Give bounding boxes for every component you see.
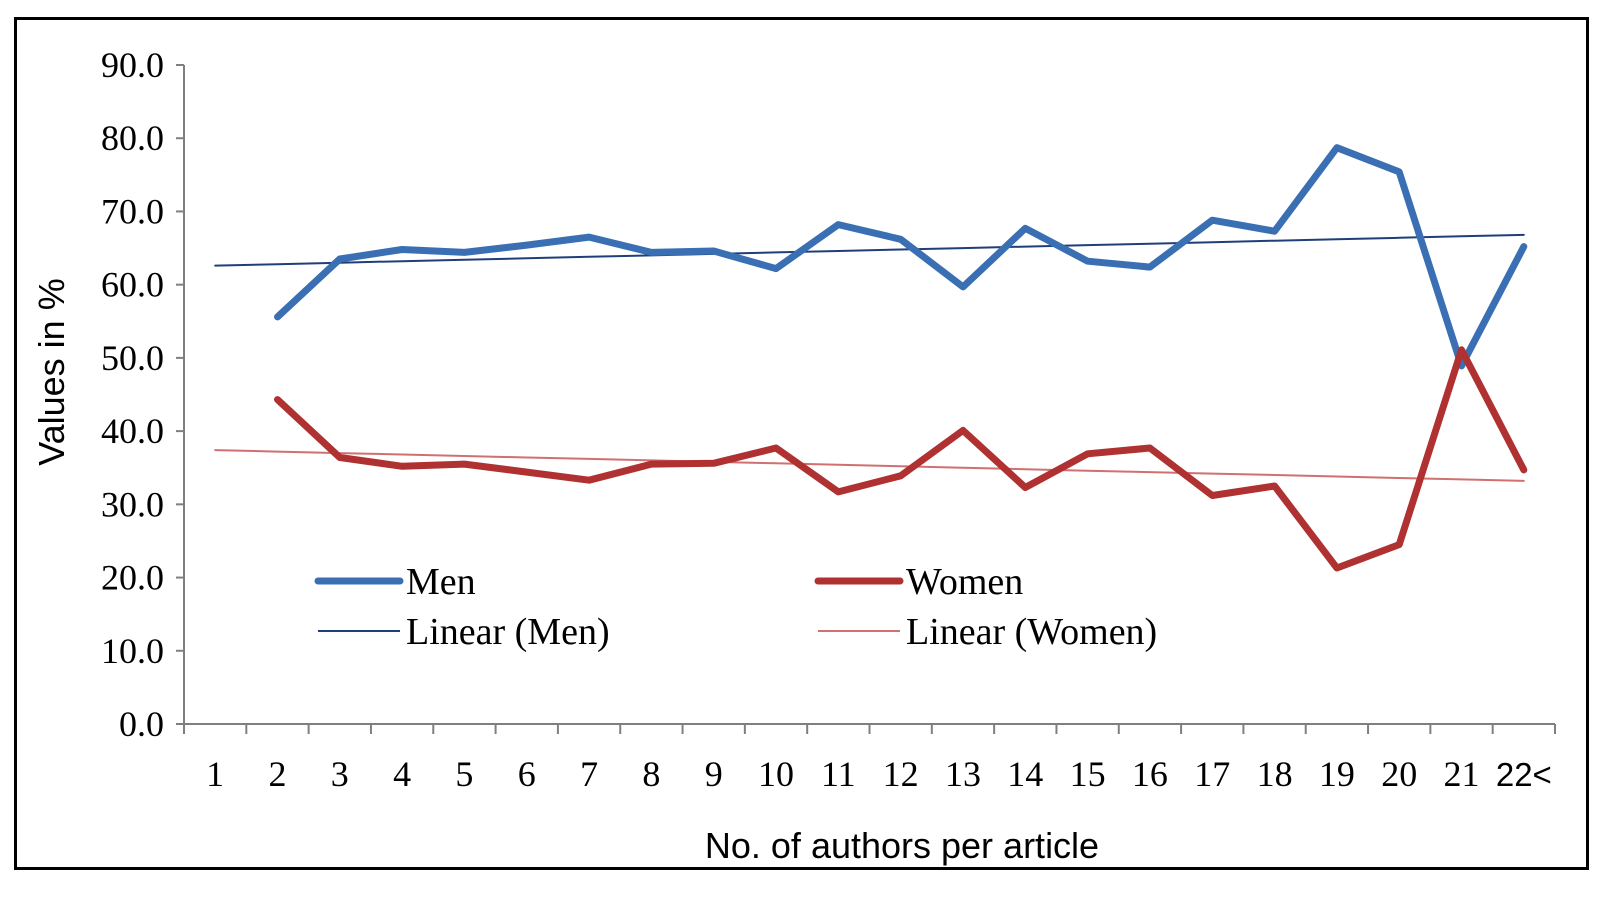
x-tick-label: 20 (1381, 754, 1417, 794)
tick-labels: 0.0 10.0 20.0 30.0 40.0 50.0 60.0 70.0 80.0 90.0 1… (101, 45, 1552, 794)
x-tick-label: 14 (1007, 754, 1043, 794)
x-tick-label: 16 (1132, 754, 1168, 794)
y-tick-label: 80.0 (101, 118, 164, 158)
series-line-linear-women (214, 449, 1525, 482)
x-tick-label: 6 (518, 754, 536, 794)
x-tick-label: 11 (821, 754, 856, 794)
x-tick-label: 7 (580, 754, 598, 794)
axes (176, 64, 1556, 734)
y-tick-label: 50.0 (101, 338, 164, 378)
y-tick-label: 0.0 (119, 704, 164, 744)
series-line-men (274, 144, 1528, 370)
y-tick-label: 20.0 (101, 558, 164, 598)
trendlines (214, 233, 1525, 482)
x-tick-label: 1 (206, 754, 224, 794)
legend-label-men: Men (406, 561, 476, 603)
x-tick-label: 18 (1257, 754, 1293, 794)
legend-label-linear-women: Linear (Women) (906, 611, 1157, 653)
y-tick-label: 40.0 (101, 411, 164, 451)
x-tick-label: 4 (393, 754, 411, 794)
series-line-linear-men (214, 233, 1525, 267)
y-tick-label: 60.0 (101, 265, 164, 305)
legend-label-linear-men: Linear (Men) (406, 611, 610, 653)
y-tick-label: 30.0 (101, 484, 164, 524)
x-tick-label: 10 (758, 754, 794, 794)
legend-label-women: Women (906, 561, 1023, 603)
x-tick-label: 19 (1319, 754, 1355, 794)
x-axis-title: No. of authors per article (705, 825, 1099, 866)
x-tick-label: 13 (945, 754, 981, 794)
x-tick-label: 12 (883, 754, 919, 794)
x-tick-label: 22< (1496, 756, 1552, 793)
series-line-women (274, 346, 1528, 572)
x-tick-label: 21 (1444, 754, 1480, 794)
x-tick-label: 15 (1070, 754, 1106, 794)
y-tick-label: 90.0 (101, 45, 164, 85)
y-tick-label: 70.0 (101, 191, 164, 231)
x-tick-label: 5 (455, 754, 473, 794)
series-lines (274, 144, 1528, 572)
x-tick-label: 8 (642, 754, 660, 794)
y-tick-label: 10.0 (101, 631, 164, 671)
x-tick-label: 17 (1194, 754, 1230, 794)
x-tick-label: 9 (705, 754, 723, 794)
x-tick-label: 3 (331, 754, 349, 794)
legend: Men Women Linear (Men) Linear (Women) (314, 561, 1157, 653)
x-tick-label: 2 (268, 754, 286, 794)
y-axis-title: Values in % (31, 278, 72, 465)
